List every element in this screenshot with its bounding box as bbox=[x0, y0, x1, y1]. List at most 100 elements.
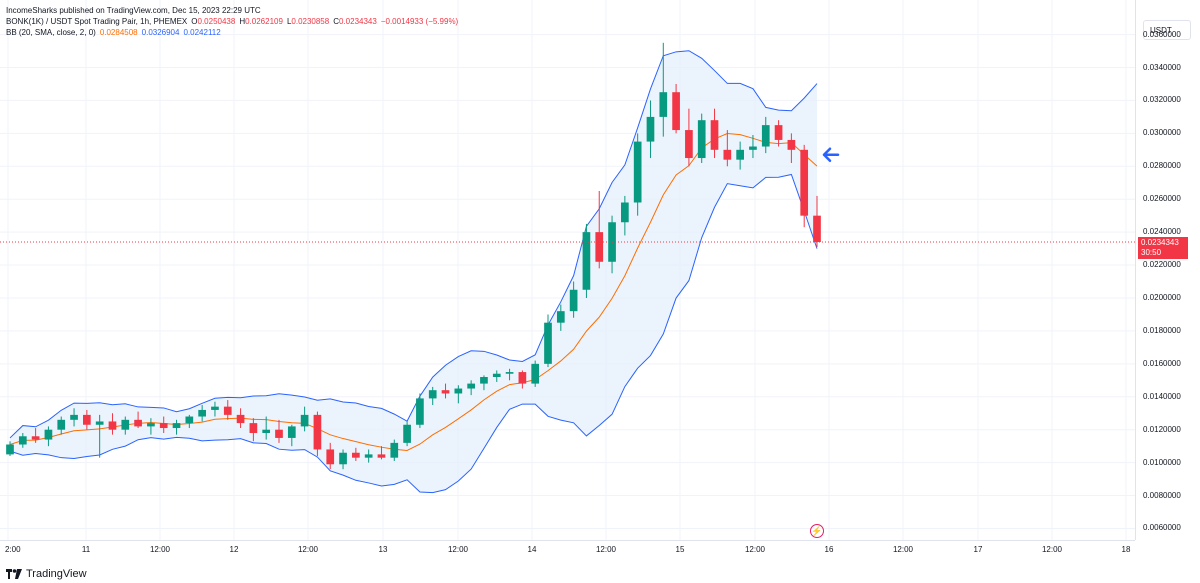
candle-body bbox=[211, 406, 219, 410]
time-tick-label: 18 bbox=[1121, 545, 1131, 554]
grid bbox=[0, 0, 1135, 540]
candle bbox=[159, 416, 168, 433]
candle bbox=[403, 421, 411, 447]
tradingview-logo-icon[interactable] bbox=[6, 569, 22, 579]
candle bbox=[518, 370, 527, 389]
candle bbox=[198, 405, 206, 422]
candle bbox=[544, 314, 552, 368]
candle-body bbox=[774, 125, 783, 140]
price-scale[interactable] bbox=[1135, 0, 1200, 540]
price-tick-label: 0.0240000 bbox=[1143, 227, 1181, 237]
candle bbox=[121, 416, 130, 435]
candle-body bbox=[275, 429, 283, 438]
indicator-line: BB (20, SMA, close, 2, 0) 0.0284508 0.03… bbox=[6, 27, 458, 38]
chart-canvas[interactable] bbox=[0, 0, 1135, 540]
overlay bbox=[0, 147, 1135, 243]
candle bbox=[134, 411, 142, 429]
candle bbox=[428, 386, 437, 405]
candle bbox=[326, 442, 335, 470]
price-tick-label: 0.0180000 bbox=[1143, 325, 1181, 335]
candle bbox=[390, 439, 399, 461]
price-tick-label: 0.0060000 bbox=[1143, 523, 1181, 533]
time-tick-label: 12:00 bbox=[1041, 545, 1063, 554]
brand-text[interactable]: TradingView bbox=[26, 568, 87, 580]
candle bbox=[83, 409, 91, 430]
candle bbox=[416, 393, 424, 429]
candle-body bbox=[454, 388, 463, 394]
candle-body bbox=[198, 409, 206, 417]
candle bbox=[185, 414, 194, 429]
candle-body bbox=[108, 421, 117, 430]
indicator-name[interactable]: BB (20, SMA, close, 2, 0) bbox=[6, 28, 96, 37]
candle-body bbox=[147, 423, 155, 427]
candle-body bbox=[710, 120, 719, 150]
time-tick-label: 12:00 bbox=[892, 545, 914, 554]
candle-body bbox=[723, 149, 732, 160]
candle bbox=[633, 133, 642, 216]
candle bbox=[761, 116, 770, 154]
chart-area[interactable] bbox=[0, 0, 1135, 540]
candle bbox=[236, 408, 245, 429]
candle-body bbox=[531, 363, 540, 384]
publisher-text: IncomeSharks published on TradingView.co… bbox=[6, 6, 261, 15]
high-value: 0.0262109 bbox=[245, 17, 283, 26]
time-tick-label: 16 bbox=[824, 545, 834, 554]
candle-body bbox=[492, 373, 501, 378]
candle-body bbox=[300, 414, 309, 427]
time-tick-label: 17 bbox=[973, 545, 983, 554]
candle-body bbox=[582, 232, 591, 290]
currency-button[interactable]: USDT bbox=[1143, 20, 1191, 40]
chart-legend: IncomeSharks published on TradingView.co… bbox=[6, 5, 458, 38]
candle bbox=[505, 368, 514, 381]
price-tick-label: 0.0300000 bbox=[1143, 128, 1181, 138]
candle-body bbox=[480, 377, 488, 384]
candle-body bbox=[31, 436, 40, 440]
low-label: L bbox=[286, 17, 292, 26]
candle bbox=[556, 304, 565, 331]
candle-body bbox=[659, 92, 668, 117]
candle bbox=[492, 370, 501, 382]
candle bbox=[787, 133, 796, 163]
bar-countdown: 30:50 bbox=[1141, 248, 1162, 257]
candle-body bbox=[416, 398, 424, 425]
candle bbox=[531, 360, 540, 387]
time-tick-label: 14 bbox=[527, 545, 537, 554]
footer: TradingView bbox=[0, 565, 1200, 583]
price-tick-label: 0.0320000 bbox=[1143, 95, 1181, 105]
lightning-icon[interactable]: ⚡ bbox=[810, 524, 824, 538]
candle bbox=[223, 400, 232, 420]
candle-body bbox=[813, 215, 821, 243]
candle-body bbox=[223, 406, 232, 415]
candle-body bbox=[83, 414, 91, 425]
candle bbox=[44, 426, 53, 447]
basis-line bbox=[9, 133, 818, 451]
price-tick-label: 0.0100000 bbox=[1143, 457, 1181, 467]
candle bbox=[172, 419, 181, 435]
bb-lower-value: 0.0242112 bbox=[183, 28, 221, 37]
price-tick-label: 0.0120000 bbox=[1143, 424, 1181, 434]
candle bbox=[480, 375, 488, 391]
annotation-arrow bbox=[822, 147, 840, 163]
candle-body bbox=[326, 449, 335, 465]
candles bbox=[6, 42, 821, 470]
candle bbox=[275, 419, 283, 443]
candle bbox=[95, 414, 104, 458]
bb-basis-value: 0.0284508 bbox=[99, 28, 138, 37]
candle-body bbox=[428, 390, 437, 399]
candle-body bbox=[518, 372, 527, 384]
price-tick-label: 0.0340000 bbox=[1143, 62, 1181, 72]
candle bbox=[723, 130, 732, 167]
candle bbox=[582, 223, 591, 298]
candle bbox=[352, 447, 360, 461]
candle bbox=[774, 120, 783, 147]
candle bbox=[441, 383, 450, 399]
symbol-text[interactable]: BONK(1K) / USDT Spot Trading Pair, 1h, P… bbox=[6, 17, 188, 26]
candle bbox=[249, 418, 258, 442]
candle-body bbox=[544, 322, 552, 364]
candle bbox=[595, 190, 604, 269]
publisher-line: IncomeSharks published on TradingView.co… bbox=[6, 5, 458, 16]
time-tick-label: 12:00 bbox=[149, 545, 171, 554]
time-scale[interactable] bbox=[0, 540, 1135, 566]
close-label: C bbox=[333, 17, 339, 26]
candle bbox=[262, 416, 271, 440]
